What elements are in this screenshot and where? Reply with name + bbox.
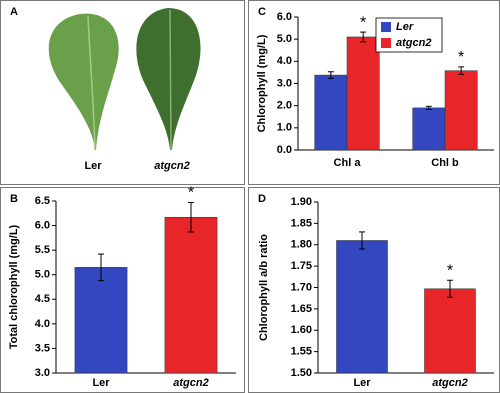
y-tick-label: 1.0: [277, 122, 292, 134]
bar: [444, 70, 478, 151]
bar: [314, 74, 348, 151]
y-tick-label: 6.5: [35, 195, 50, 207]
bar: [424, 288, 476, 374]
bar: [412, 107, 446, 151]
leaf-vein: [169, 9, 172, 151]
image-caption: Ler: [84, 160, 102, 172]
panel-label: A: [10, 6, 18, 18]
y-tick-label: 5.0: [277, 33, 292, 45]
significance-mark: *: [458, 49, 464, 66]
panel-label: C: [258, 6, 266, 18]
leaf: [48, 13, 119, 150]
y-tick-label: 1.70: [291, 281, 312, 293]
y-axis-label: Total chlorophyll (mg/L): [8, 224, 20, 349]
y-tick-label: 4.5: [35, 293, 50, 305]
x-tick-label: atgcn2: [432, 377, 467, 389]
legend-label: Ler: [396, 21, 414, 33]
error-bar: [425, 105, 432, 110]
y-tick-label: 6.0: [35, 219, 50, 231]
error-bar: [447, 279, 453, 298]
y-tick-label: 2.0: [277, 100, 292, 112]
y-tick-label: 3.0: [35, 367, 50, 379]
y-tick-label: 1.85: [291, 217, 312, 229]
legend-label: atgcn2: [396, 37, 431, 49]
error-bar: [188, 201, 194, 233]
y-tick-label: 5.0: [35, 269, 50, 281]
y-tick-label: 3.5: [35, 342, 50, 354]
panel-label: D: [258, 193, 266, 205]
bar: [346, 36, 380, 151]
y-axis-label: Chlorophyll a/b ratio: [258, 234, 270, 341]
y-tick-label: 0.0: [277, 144, 292, 156]
y-tick-label: 1.80: [291, 239, 312, 251]
error-bar: [458, 66, 465, 75]
y-tick-label: 4.0: [35, 318, 50, 330]
significance-mark: *: [360, 14, 366, 31]
y-tick-label: 4.0: [277, 55, 292, 67]
leaf: [136, 8, 201, 150]
image-caption: atgcn2: [154, 160, 189, 172]
y-tick-label: 5.5: [35, 244, 50, 256]
panel-label: B: [10, 193, 18, 205]
error-bar: [98, 253, 104, 282]
leaf-photo: [48, 8, 201, 151]
y-tick-label: 1.55: [291, 346, 312, 358]
x-tick-label: Chl b: [431, 157, 459, 169]
y-axis-label: Chlorophyll (mg/L): [256, 34, 268, 132]
error-bar: [360, 31, 367, 43]
significance-mark: *: [447, 262, 453, 279]
bar: [74, 267, 128, 374]
y-tick-label: 1.75: [291, 260, 312, 272]
x-tick-label: Ler: [353, 377, 371, 389]
y-tick-label: 1.65: [291, 303, 312, 315]
y-tick-label: 1.60: [291, 324, 312, 336]
y-tick-label: 6.0: [277, 11, 292, 23]
bar: [164, 216, 218, 374]
legend-swatch: [381, 22, 391, 32]
legend-swatch: [381, 38, 391, 48]
x-tick-label: Chl a: [334, 157, 362, 169]
error-bar: [359, 231, 365, 250]
x-tick-label: Ler: [92, 377, 110, 389]
x-tick-label: atgcn2: [173, 377, 208, 389]
y-tick-label: 3.0: [277, 77, 292, 89]
y-tick-label: 1.90: [291, 196, 312, 208]
panel-border: [0, 0, 245, 185]
significance-mark: *: [188, 185, 194, 202]
leaf-vein: [87, 15, 96, 151]
bar: [336, 240, 388, 374]
error-bar: [327, 71, 334, 79]
y-tick-label: 1.50: [291, 367, 312, 379]
